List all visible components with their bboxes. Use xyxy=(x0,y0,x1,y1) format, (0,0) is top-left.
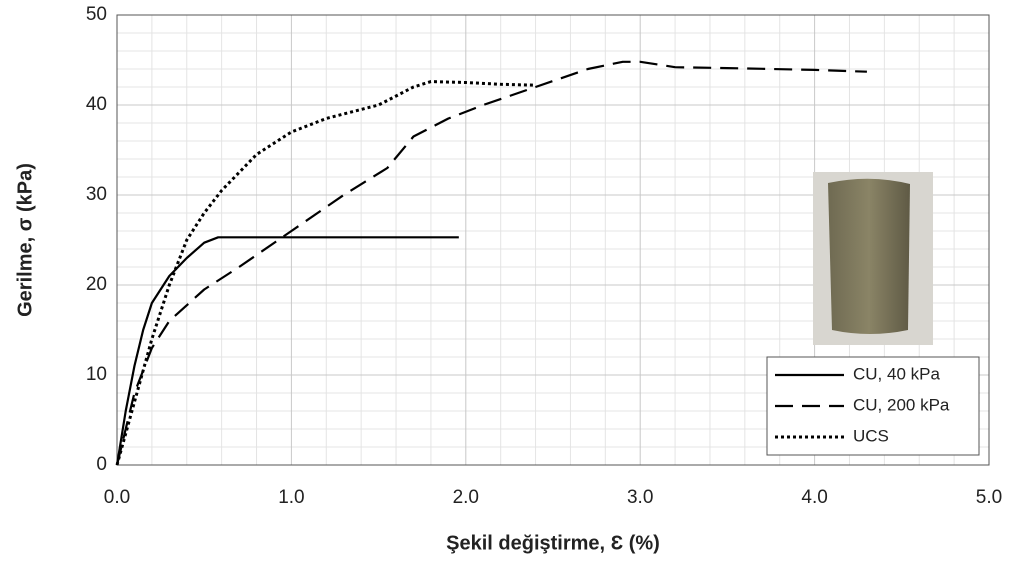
y-tick-label: 30 xyxy=(86,184,107,205)
legend-label: CU, 200 kPa xyxy=(853,395,950,414)
series-line xyxy=(115,236,459,466)
y-tick-label: 50 xyxy=(86,4,107,25)
sample-photo-specimen xyxy=(828,178,910,334)
x-tick-label: 2.0 xyxy=(453,487,479,508)
plot-frame xyxy=(116,14,990,466)
y-tick-label: 40 xyxy=(86,94,107,115)
x-tick-label: 1.0 xyxy=(278,487,304,508)
x-tick-label: 4.0 xyxy=(801,487,827,508)
plot xyxy=(115,60,867,466)
y-tick-label: 20 xyxy=(86,274,107,295)
legend-label: CU, 40 kPa xyxy=(853,364,940,383)
x-axis-title: Şekil değiştirme, Ɛ (%) xyxy=(446,532,660,554)
x-tick-label: 3.0 xyxy=(627,487,653,508)
y-tick-label: 10 xyxy=(86,364,107,385)
series-line xyxy=(115,80,536,466)
x-tick-label: 0.0 xyxy=(104,487,130,508)
legend-label: UCS xyxy=(853,426,889,445)
series-line xyxy=(115,60,867,466)
y-axis-title: Gerilme, σ (kPa) xyxy=(14,163,36,317)
legend: CU, 40 kPa CU, 200 kPa UCS xyxy=(766,356,980,456)
x-tick-label: 5.0 xyxy=(976,487,1002,508)
y-tick-label: 0 xyxy=(96,454,107,475)
